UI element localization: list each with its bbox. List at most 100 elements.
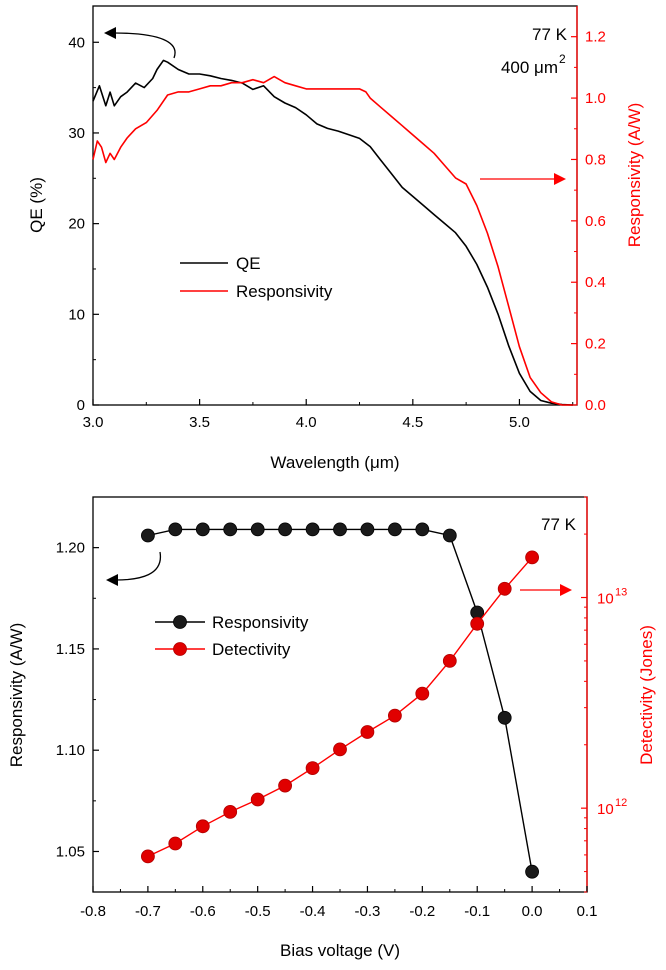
- top-left-axis-arrow: [104, 27, 176, 59]
- data-point-responsivity: [305, 522, 320, 537]
- data-point-detectivity: [442, 654, 457, 668]
- bottom-x-tick-label: -0.8: [80, 903, 106, 920]
- top-y-right-ticks: 0.0 0.2 0.4 0.6 0.8 1.0 1.2: [571, 29, 606, 414]
- bottom-right-axis-arrow: [520, 584, 572, 596]
- bottom-series: [140, 522, 539, 879]
- legend-label-detectivity: Detectivity: [212, 640, 291, 659]
- data-point-responsivity: [442, 528, 457, 543]
- bottom-x-tick-label: -0.1: [464, 903, 490, 920]
- legend-label-responsivity: Responsivity: [236, 282, 333, 301]
- bottom-y-left-tick-label: 1.05: [56, 843, 85, 860]
- series-line-responsivity: [92, 75, 573, 406]
- bottom-y-right-tick-label: 10: [597, 591, 614, 608]
- top-area-label: 400 μm: [501, 58, 558, 77]
- bottom-plot-frame: [92, 496, 588, 893]
- data-point-detectivity: [168, 836, 183, 851]
- data-point-responsivity: [387, 522, 402, 537]
- data-point-detectivity: [223, 805, 238, 819]
- legend-marker-detectivity: [173, 642, 187, 656]
- bottom-x-tick-label: -0.2: [409, 903, 435, 920]
- bottom-y-right-tick-exponent: 13: [615, 587, 627, 599]
- bottom-x-tick-label: -0.3: [355, 903, 381, 920]
- legend-marker-responsivity: [173, 615, 187, 629]
- bottom-y-left-tick-label: 1.20: [56, 540, 85, 557]
- bottom-y-left-axis-title: Responsivity (A/W): [7, 623, 26, 768]
- data-point-detectivity: [387, 708, 402, 723]
- data-point-detectivity: [140, 849, 155, 864]
- top-y-right-tick-label: 0.4: [585, 274, 606, 291]
- bottom-y-right-tick-exponent: 12: [615, 797, 627, 809]
- data-point-responsivity: [250, 522, 265, 537]
- top-x-tick-label: 3.0: [83, 414, 104, 431]
- data-point-responsivity: [140, 528, 155, 543]
- top-x-axis-title: Wavelength (μm): [270, 453, 399, 472]
- bottom-x-tick-label: 0.0: [522, 903, 543, 920]
- data-point-responsivity: [360, 522, 375, 537]
- data-point-responsivity: [195, 522, 210, 537]
- data-point-detectivity: [360, 725, 375, 739]
- data-point-detectivity: [195, 819, 210, 834]
- top-legend: QE Responsivity: [180, 254, 333, 301]
- data-point-detectivity: [525, 550, 539, 565]
- data-point-detectivity: [250, 792, 265, 807]
- top-y-right-tick-label: 0.8: [585, 151, 606, 168]
- data-point-responsivity: [223, 522, 238, 537]
- top-y-left-ticks: 0 10 20 30 40: [68, 34, 99, 414]
- data-point-responsivity: [497, 710, 512, 725]
- bottom-x-tick-label: 0.1: [577, 903, 598, 920]
- top-x-tick-label: 4.0: [296, 414, 317, 431]
- data-point-detectivity: [415, 686, 430, 701]
- top-y-left-tick-label: 40: [68, 34, 85, 51]
- data-point-responsivity: [168, 522, 183, 537]
- data-point-detectivity: [333, 742, 347, 757]
- top-y-right-tick-label: 0.2: [585, 336, 606, 353]
- data-point-responsivity: [525, 864, 539, 879]
- data-point-detectivity: [470, 616, 485, 631]
- top-x-ticks: 3.0 3.5 4.0 4.5 5.0: [83, 399, 574, 431]
- top-y-right-tick-label: 1.0: [585, 90, 606, 107]
- series-line-detectivity: [147, 556, 533, 858]
- bottom-legend: Responsivity Detectivity: [155, 613, 309, 659]
- top-x-tick-label: 4.5: [402, 414, 423, 431]
- legend-label-qe: QE: [236, 254, 261, 273]
- top-y-left-tick-label: 0: [77, 397, 85, 414]
- data-point-responsivity: [278, 522, 293, 537]
- bottom-x-tick-label: -0.4: [300, 903, 326, 920]
- bottom-x-tick-label: -0.6: [190, 903, 216, 920]
- legend-label-responsivity-bottom: Responsivity: [212, 613, 309, 632]
- top-y-left-tick-label: 20: [68, 216, 85, 233]
- top-y-right-tick-label: 1.2: [585, 29, 606, 46]
- top-x-tick-label: 3.5: [189, 414, 210, 431]
- top-y-right-tick-label: 0.0: [585, 397, 606, 414]
- bottom-y-right-axis-title: Detectivity (Jones): [637, 625, 656, 765]
- bottom-left-axis-arrow: [106, 551, 161, 586]
- bottom-temperature-label: 77 K: [541, 515, 577, 534]
- top-y-right-tick-label: 0.6: [585, 213, 606, 230]
- bottom-x-ticks: -0.8 -0.7 -0.6 -0.5 -0.4 -0.3 -0.2 -0.1 0.0 0.1: [80, 886, 597, 920]
- data-point-detectivity: [305, 761, 320, 775]
- top-y-right-axis-title: Responsivity (A/W): [625, 103, 644, 248]
- data-point-detectivity: [497, 581, 512, 596]
- top-area-label-superscript: 2: [559, 52, 566, 66]
- data-point-responsivity: [415, 522, 430, 537]
- top-temperature-label: 77 K: [532, 25, 568, 44]
- data-point-detectivity: [278, 778, 293, 793]
- bottom-y-left-ticks: 1.05 1.10 1.15 1.20: [56, 496, 99, 860]
- top-series: [92, 59, 573, 406]
- bottom-x-tick-label: -0.7: [135, 903, 161, 920]
- bottom-x-axis-title: Bias voltage (V): [280, 941, 400, 960]
- top-x-tick-label: 5.0: [509, 414, 530, 431]
- data-point-responsivity: [333, 522, 347, 537]
- bottom-y-left-tick-label: 1.15: [56, 641, 85, 658]
- top-y-left-axis-title: QE (%): [27, 177, 46, 233]
- bottom-chart: -0.8 -0.7 -0.6 -0.5 -0.4 -0.3 -0.2 -0.1 0.0 0.1 1…: [7, 496, 656, 960]
- bottom-x-tick-label: -0.5: [245, 903, 271, 920]
- top-y-left-tick-label: 10: [68, 306, 85, 323]
- bottom-y-left-tick-label: 1.10: [56, 742, 85, 759]
- series-line-qe: [92, 59, 573, 406]
- top-right-axis-arrow: [480, 173, 566, 185]
- top-y-left-tick-label: 30: [68, 125, 85, 142]
